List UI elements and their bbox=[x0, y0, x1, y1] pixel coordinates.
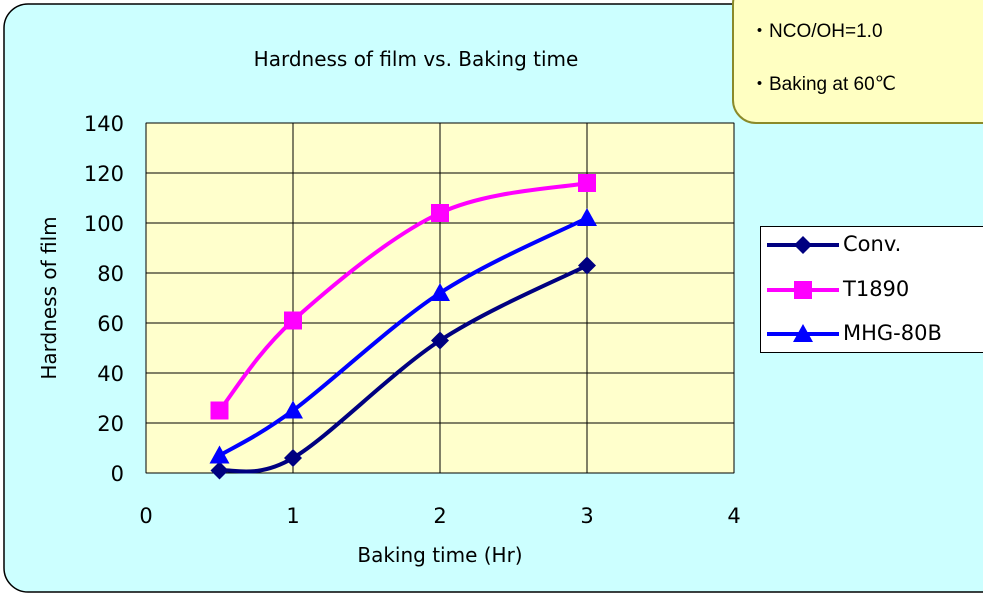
legend-label-t1890: T1890 bbox=[843, 277, 910, 301]
y-tick-label: 80 bbox=[97, 262, 124, 286]
x-tick-label: 2 bbox=[433, 504, 446, 528]
series-line-t1890 bbox=[217, 181, 588, 412]
y-tick-label: 140 bbox=[84, 112, 124, 136]
series-layer bbox=[209, 174, 597, 480]
x-tick-labels: 0 1 2 3 4 bbox=[139, 504, 740, 528]
y-tick-label: 40 bbox=[97, 362, 124, 386]
y-tick-label: 0 bbox=[111, 462, 124, 486]
note-baking: ・Baking at 60℃ bbox=[750, 74, 896, 95]
series-line-conv bbox=[219, 263, 588, 474]
legend-swatch-conv bbox=[767, 236, 839, 254]
legend-item-t1890: T1890 bbox=[761, 275, 983, 305]
data-point-conv bbox=[284, 449, 302, 467]
y-axis-label: Hardness of film bbox=[37, 216, 61, 379]
x-tick-label: 0 bbox=[139, 504, 152, 528]
data-point-t1890 bbox=[210, 401, 229, 420]
legend-item-mhg80b: MHG-80B bbox=[761, 319, 983, 349]
y-tick-label: 60 bbox=[97, 312, 124, 336]
data-point-conv bbox=[578, 256, 596, 275]
legend-swatch-t1890 bbox=[767, 281, 839, 299]
data-point-t1890 bbox=[431, 204, 449, 222]
x-tick-label: 3 bbox=[580, 504, 593, 528]
data-point-mhg80b bbox=[577, 208, 597, 226]
data-point-mhg80b bbox=[430, 283, 450, 301]
note-box bbox=[732, 0, 983, 124]
x-tick-label: 1 bbox=[286, 504, 299, 528]
legend-swatch-mhg80b bbox=[767, 324, 839, 342]
x-tick-label: 4 bbox=[727, 504, 740, 528]
data-point-t1890 bbox=[284, 311, 302, 330]
series-line-mhg80b bbox=[218, 216, 588, 458]
x-axis-label: Baking time (Hr) bbox=[357, 543, 522, 567]
y-tick-label: 100 bbox=[84, 212, 124, 236]
y-tick-labels: 0 20 40 60 80 100 120 140 bbox=[84, 112, 124, 486]
y-tick-label: 120 bbox=[84, 162, 124, 186]
note-ratio: ・NCO/OH=1.0 bbox=[750, 21, 883, 42]
data-point-mhg80b bbox=[209, 445, 230, 464]
legend-label-conv: Conv. bbox=[843, 232, 902, 256]
legend: Conv. T1890 MHG-80B bbox=[760, 226, 983, 353]
data-point-conv bbox=[210, 461, 229, 480]
legend-item-conv: Conv. bbox=[761, 230, 983, 260]
chart-title: Hardness of film vs. Baking time bbox=[254, 47, 579, 71]
data-point-mhg80b bbox=[283, 400, 303, 419]
data-point-conv bbox=[431, 331, 449, 350]
y-tick-label: 20 bbox=[97, 412, 124, 436]
legend-label-mhg80b: MHG-80B bbox=[843, 321, 942, 345]
data-point-t1890 bbox=[578, 174, 596, 192]
